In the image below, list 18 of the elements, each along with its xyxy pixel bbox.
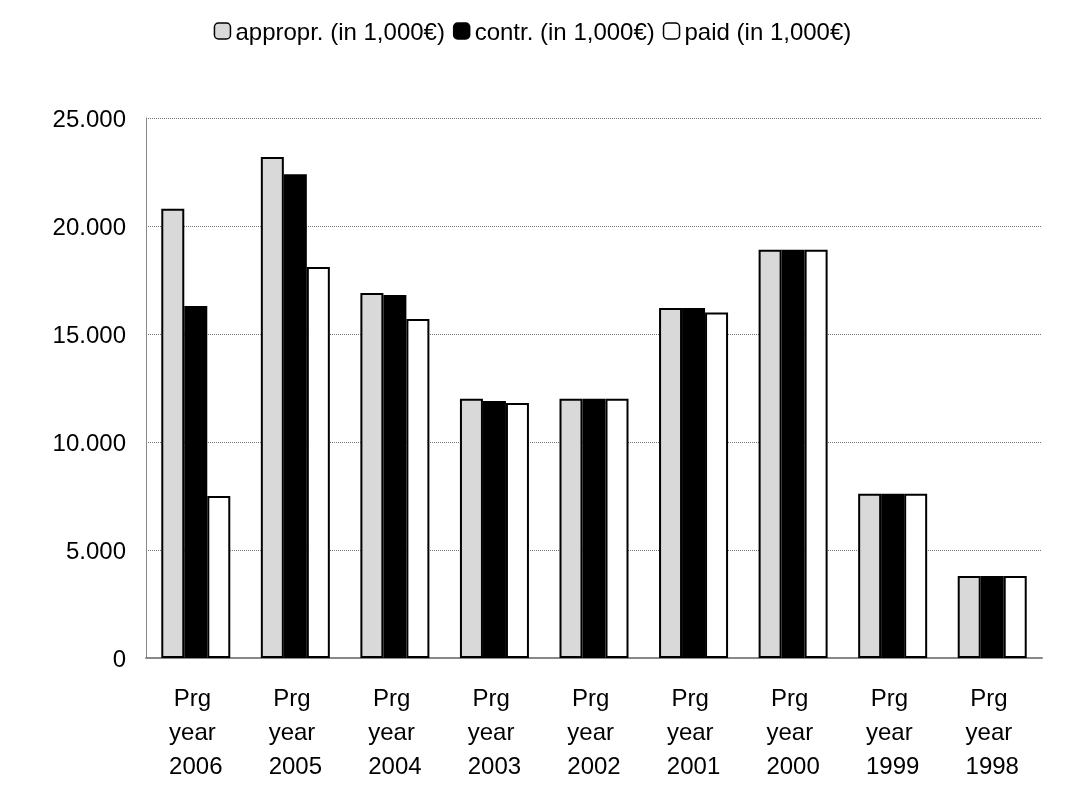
x-tick-label: Prg year 1998 — [965, 683, 1019, 779]
y-tick-label: 20.000 — [52, 212, 126, 240]
y-tick-label: 0 — [112, 644, 126, 672]
x-tick-label: Prg year 2005 — [268, 683, 323, 779]
x-tick-label: Prg year 2003 — [467, 683, 522, 779]
legend-label: appropr. (in 1,000€) — [235, 17, 445, 45]
y-tick-label: 15.000 — [52, 320, 126, 348]
x-tick-label: Prg year 2004 — [368, 683, 422, 779]
y-tick-label: 25.000 — [52, 104, 126, 132]
x-tick-label: Prg year 2006 — [169, 683, 223, 779]
legend-label: paid (in 1,000€) — [684, 17, 852, 45]
x-tick-label: Prg year 1999 — [865, 683, 920, 779]
x-tick-label: Prg year 2002 — [567, 683, 621, 779]
y-tick-label: 5.000 — [65, 536, 126, 564]
y-tick-label: 10.000 — [52, 428, 126, 456]
x-tick-label: Prg year 2000 — [766, 683, 820, 779]
x-tick-label: Prg year 2001 — [666, 683, 721, 779]
legend-label: contr. (in 1,000€) — [474, 17, 655, 45]
